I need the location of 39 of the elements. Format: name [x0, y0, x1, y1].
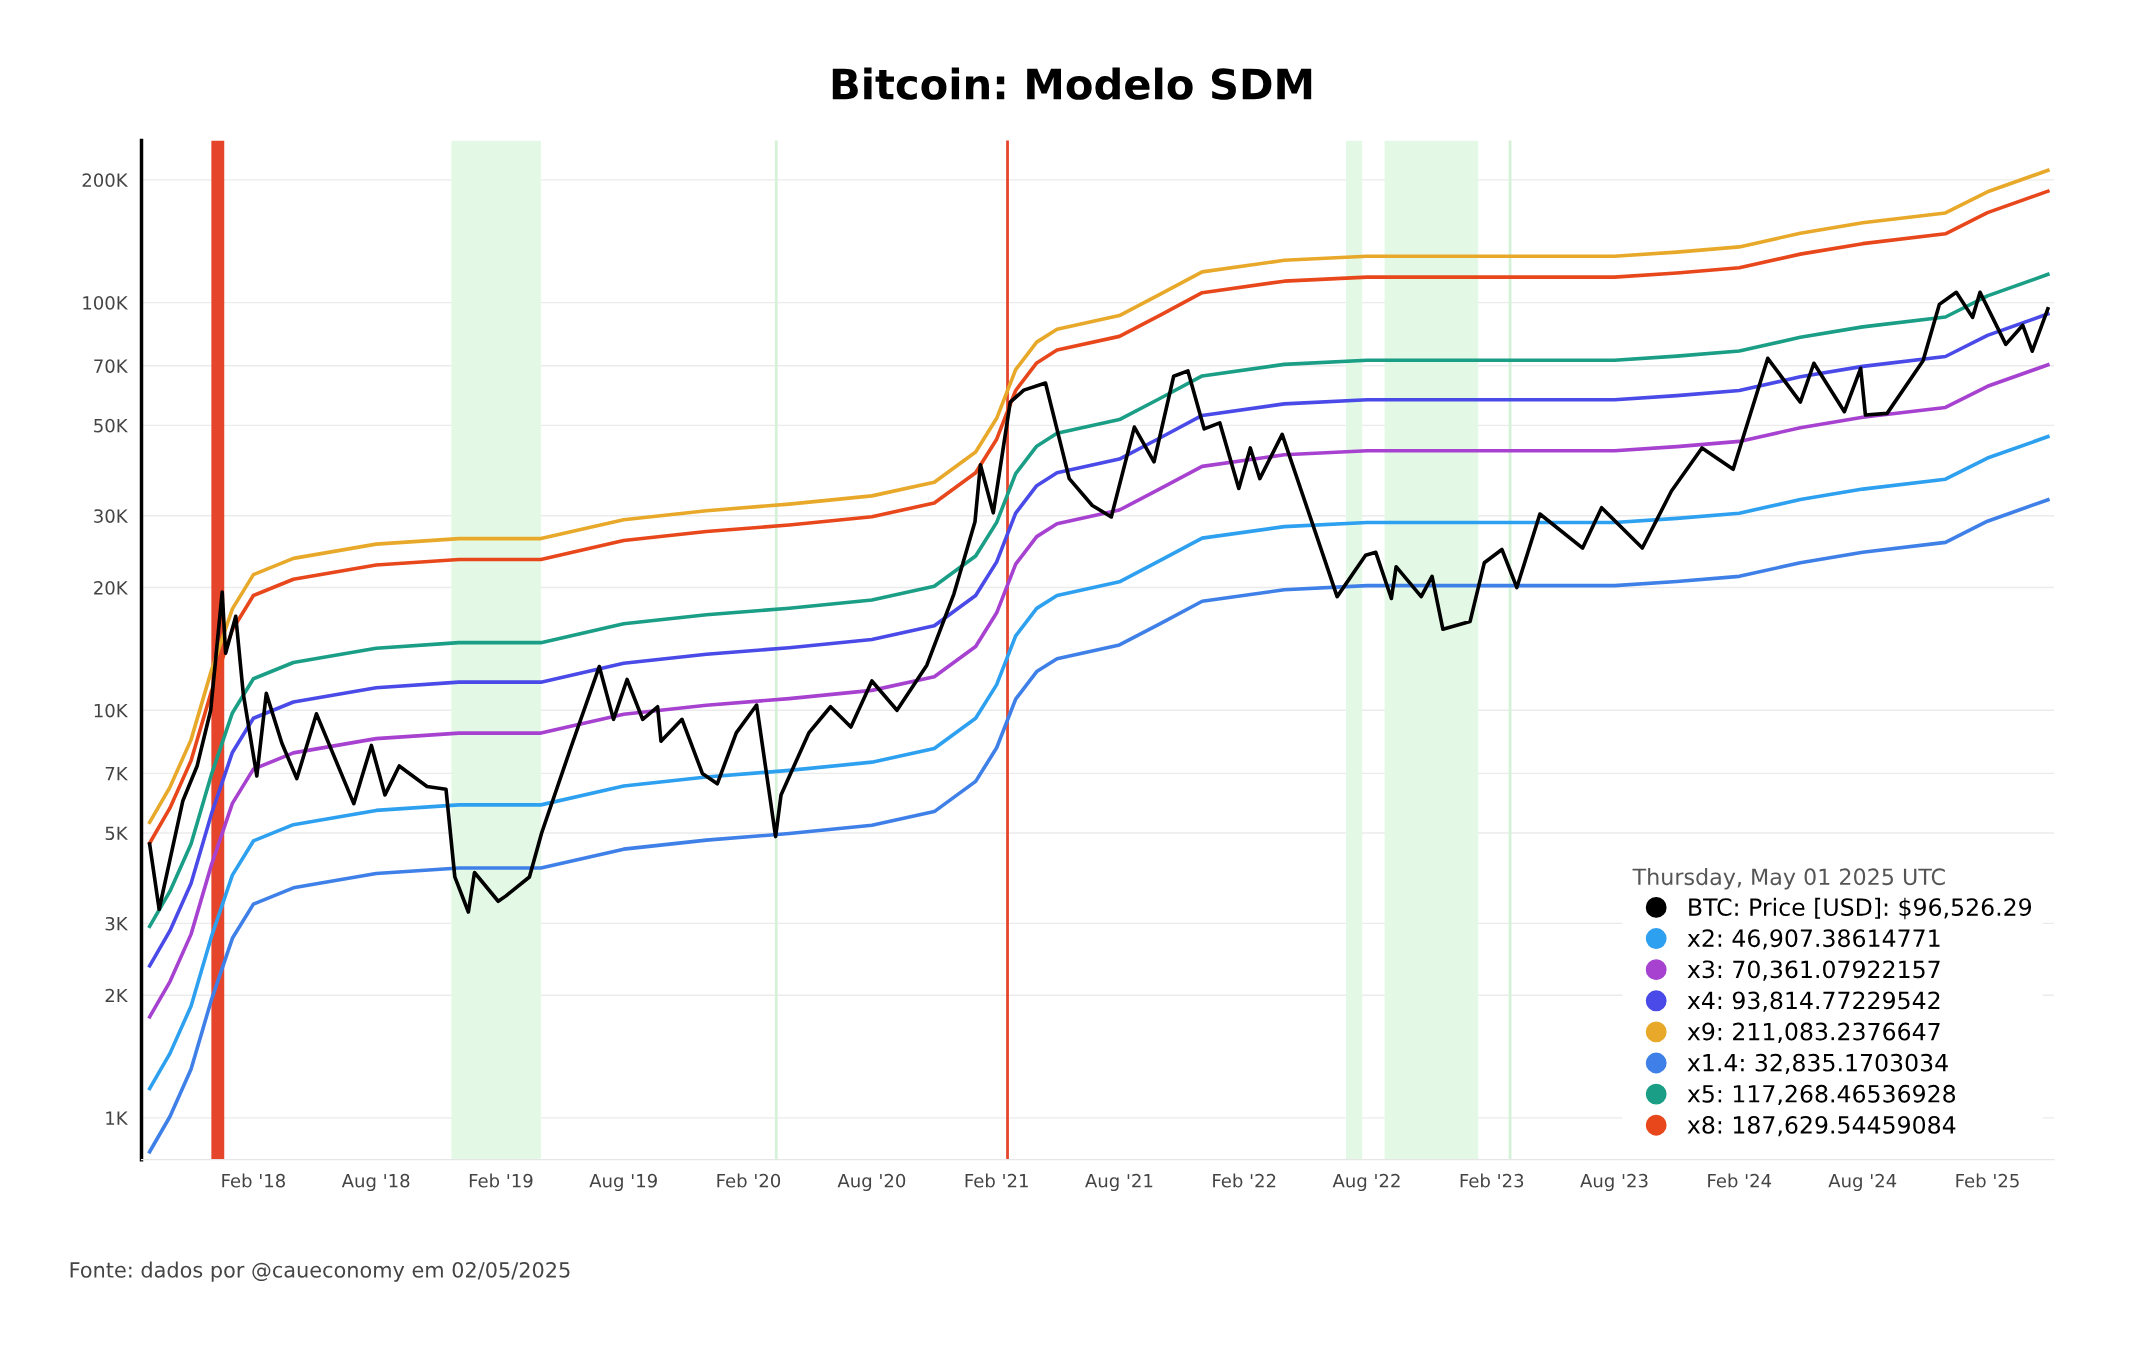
- y-tick-label: 30K: [94, 509, 128, 523]
- legend-label: x3: 70,361.07922157: [1687, 960, 1940, 981]
- x-tick-label: Aug '19: [589, 1173, 657, 1192]
- y-tick-label: 3K: [105, 916, 128, 931]
- x-tick-label: Feb '19: [469, 1173, 533, 1188]
- legend-label: x1.4: 32,835.1703034: [1687, 1053, 1948, 1074]
- x-tick-label: Aug '22: [1332, 1173, 1400, 1192]
- y-tick-label: 1K: [106, 1111, 128, 1125]
- x-tick-label: Aug '21: [1085, 1173, 1153, 1192]
- y-tick-label: 7K: [105, 767, 128, 781]
- x-tick-label: Feb '25: [1956, 1173, 2019, 1188]
- x-tick-label: Feb '24: [1708, 1173, 1772, 1188]
- legend-label: x5: 117,268.46536928: [1687, 1084, 1956, 1106]
- x-tick-label: Feb '22: [1213, 1173, 1276, 1188]
- y-tick-label: 100K: [83, 296, 128, 310]
- x-tick-label: Aug '20: [837, 1173, 906, 1192]
- x-tick-label: Feb '21: [965, 1173, 1028, 1188]
- legend-label: x4: 93,814.77229542: [1687, 991, 1940, 1012]
- line-series: [147, 497, 2050, 1154]
- y-tick-label: 70K: [94, 359, 128, 373]
- x-tick-label: Feb '23: [1460, 1173, 1524, 1188]
- x-tick-label: Aug '23: [1580, 1173, 1648, 1192]
- x-tick-label: Feb '18: [222, 1173, 285, 1188]
- source-note: Fonte: dados por @caueconomy em 02/05/2025: [70, 1261, 570, 1282]
- y-tick-label: 20K: [94, 581, 128, 595]
- y-tick-label: 2K: [105, 988, 128, 1003]
- x-tick-label: Aug '24: [1828, 1173, 1897, 1192]
- legend-title: Thursday, May 01 2025 UTC: [1632, 867, 1945, 890]
- y-tick-label: 5K: [105, 826, 128, 841]
- legend-label: x2: 46,907.38614771: [1687, 929, 1940, 950]
- legend-label: BTC: Price [USD]: $96,526.29: [1689, 897, 2032, 920]
- x-tick-label: Aug '18: [341, 1173, 410, 1192]
- y-tick-label: 50K: [94, 418, 128, 433]
- legend-label: x9: 211,083.2376647: [1687, 1022, 1940, 1043]
- x-tick-label: Feb '20: [717, 1173, 781, 1188]
- y-tick-label: 200K: [82, 173, 128, 188]
- y-tick-label: 10K: [94, 703, 128, 718]
- legend-label: x8: 187,629.54459084: [1687, 1115, 1956, 1137]
- chart-title: Bitcoin: Modelo SDM: [832, 67, 1312, 100]
